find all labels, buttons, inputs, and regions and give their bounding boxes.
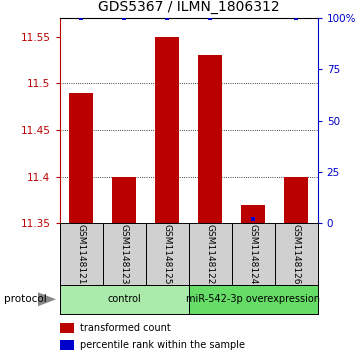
Bar <box>198 56 222 223</box>
Bar <box>60 323 74 333</box>
Bar <box>241 205 265 223</box>
Text: GSM1148125: GSM1148125 <box>162 224 171 284</box>
Bar <box>60 285 188 314</box>
Bar <box>284 177 308 223</box>
Text: transformed count: transformed count <box>80 323 171 333</box>
Text: GSM1148124: GSM1148124 <box>249 224 258 284</box>
Text: GSM1148126: GSM1148126 <box>292 224 301 284</box>
Bar <box>60 223 103 285</box>
Text: miR-542-3p overexpression: miR-542-3p overexpression <box>186 294 320 305</box>
Bar <box>232 223 275 285</box>
Text: GSM1148122: GSM1148122 <box>206 224 215 284</box>
Bar <box>69 93 93 223</box>
Polygon shape <box>38 292 56 306</box>
Title: GDS5367 / ILMN_1806312: GDS5367 / ILMN_1806312 <box>98 0 279 15</box>
Bar <box>275 223 318 285</box>
Text: GSM1148121: GSM1148121 <box>77 224 86 284</box>
Bar <box>188 285 318 314</box>
Bar <box>145 223 188 285</box>
Text: control: control <box>107 294 141 305</box>
Text: GSM1148123: GSM1148123 <box>119 224 129 284</box>
Bar <box>188 223 232 285</box>
Text: protocol: protocol <box>4 294 46 305</box>
Bar <box>103 223 145 285</box>
Text: percentile rank within the sample: percentile rank within the sample <box>80 340 245 350</box>
Bar <box>60 340 74 350</box>
Bar <box>112 177 136 223</box>
Bar <box>155 37 179 223</box>
